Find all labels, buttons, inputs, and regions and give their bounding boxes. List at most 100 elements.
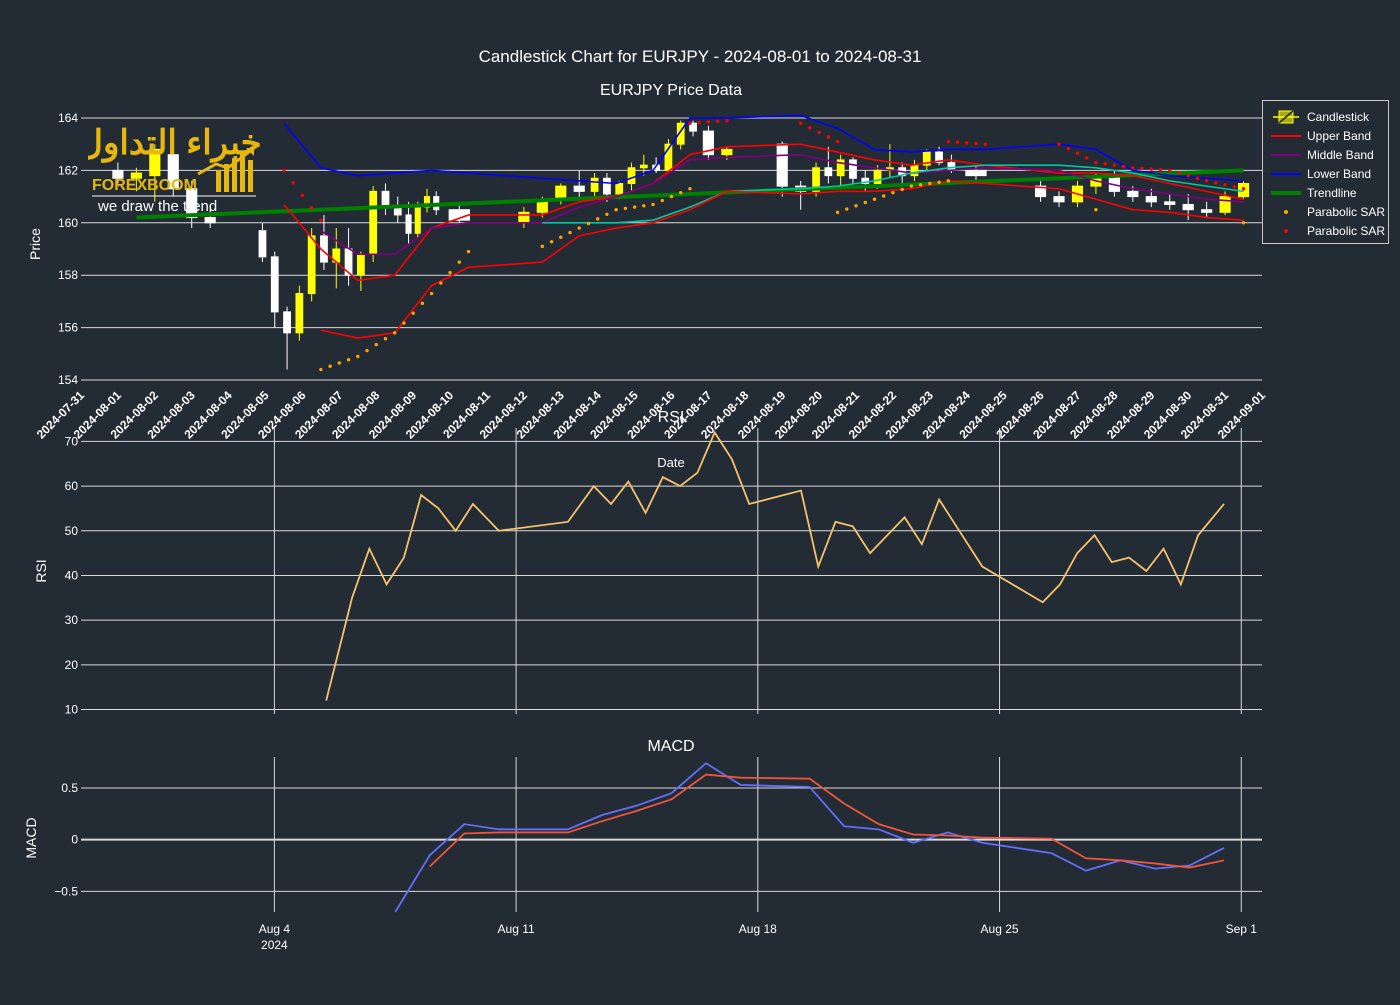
parabolic-sar-dot [1057, 142, 1061, 146]
parabolic-sar-dot [669, 194, 674, 199]
parabolic-sar-dot [937, 180, 941, 184]
candle-body [812, 167, 820, 192]
candle-body [1219, 196, 1231, 213]
legend-item-upper-band[interactable]: Upper Band [1271, 126, 1371, 145]
rsi-line [325, 430, 1225, 701]
candle-body [112, 169, 124, 179]
logo: خبراء التداول FOREXBOOM we draw the tren… [78, 108, 261, 216]
parabolic-sar-dot [863, 200, 867, 205]
svg-text:FOREXBOOM: FOREXBOOM [92, 177, 197, 194]
legend-label: Lower Band [1307, 166, 1372, 181]
ticks-layer: 1541561581601621642024-07-312024-08-0120… [34, 111, 1269, 952]
candle-body [283, 311, 291, 334]
candle-body [1182, 203, 1194, 211]
middle-band-line [320, 153, 1244, 256]
legend-item-trendline[interactable]: Trendline [1271, 183, 1357, 202]
parabolic-sar-dot [1075, 151, 1080, 156]
parabolic-sar-dot [1112, 163, 1117, 167]
parabolic-sar-dot [845, 207, 849, 211]
price-ytick-label: 158 [58, 268, 78, 282]
macd-xtick-label: Aug 11 [498, 922, 535, 936]
candle-body [1053, 196, 1065, 203]
candle-icon [1271, 109, 1301, 124]
candle-body [1201, 209, 1213, 213]
parabolic-sar-dot [595, 217, 600, 221]
macd-ytick-label: 0.5 [61, 781, 78, 795]
candle-body [1127, 190, 1139, 198]
trendline [136, 168, 1244, 220]
parabolic-sar-dot [632, 205, 637, 209]
parabolic-sar-dot [365, 348, 369, 353]
parabolic-sar-dot [586, 221, 591, 226]
ema-line [542, 164, 1244, 224]
line-icon [1271, 129, 1301, 143]
rsi-ytick-label: 60 [65, 479, 79, 493]
candle-body [258, 230, 267, 258]
rsi-ytick-label: 50 [65, 524, 79, 538]
parabolic-sar-dot [706, 120, 711, 124]
legend-label: Parabolic SAR [1307, 204, 1386, 219]
candle-body [664, 143, 673, 171]
candle-body [1034, 185, 1047, 198]
parabolic-sar-dot [660, 198, 664, 203]
price-ylabel: Price [27, 228, 43, 260]
legend-label: Trendline [1307, 185, 1357, 200]
price-ytick-label: 160 [58, 216, 78, 230]
legend-item-candlestick[interactable]: Candlestick [1271, 107, 1369, 126]
macd-line [394, 762, 1225, 913]
rsi-ytick-label: 10 [65, 703, 79, 717]
candle-body [149, 148, 161, 177]
parabolic-sar-dot [319, 367, 323, 372]
price-ytick-label: 156 [58, 321, 78, 335]
line-icon [1271, 186, 1301, 200]
parabolic-sar-dot [928, 181, 932, 186]
candle-body [590, 177, 599, 192]
candle-body [849, 159, 857, 179]
parabolic-sar-dot [725, 118, 729, 123]
macd-ytick-label: −0.5 [54, 884, 78, 898]
parabolic-sar-dot [679, 190, 683, 195]
candle-body [627, 167, 636, 184]
dot-icon [1271, 205, 1301, 219]
parabolic-sar-dot [872, 197, 877, 201]
macd-ylabel: MACD [23, 817, 39, 858]
candle-body [702, 130, 714, 156]
parabolic-sar-dot [448, 270, 452, 275]
candle-body [935, 151, 943, 164]
parabolic-sar-dot [309, 206, 314, 210]
candle-body [356, 253, 365, 276]
parabolic-sar-dot [1195, 176, 1200, 180]
candle-body [689, 122, 697, 132]
parabolic-sar-dot [1149, 167, 1153, 171]
parabolic-sar-dot [642, 204, 646, 208]
candle-body [615, 183, 624, 195]
parabolic-sar-dot [918, 183, 923, 187]
legend-item-lower-band[interactable]: Lower Band [1271, 164, 1371, 183]
candle-body [1164, 201, 1176, 205]
parabolic-sar-dot [697, 120, 701, 125]
parabolic-sar-dot [1158, 168, 1163, 172]
parabolic-sar-dot [808, 126, 812, 130]
price-ytick-label: 162 [58, 163, 78, 177]
parabolic-sar-dot [540, 244, 545, 249]
legend-item-parabolic-sar-down[interactable]: Parabolic SAR [1271, 221, 1385, 240]
legend-item-middle-band[interactable]: Middle Band [1271, 145, 1374, 164]
candle-body [910, 164, 919, 177]
parabolic-sar-dot [965, 141, 969, 145]
legend-item-parabolic-sar-up[interactable]: Parabolic SAR [1271, 202, 1385, 221]
price-panel-title: EURJPY Price Data [600, 82, 742, 99]
parabolic-sar-dot [826, 135, 831, 139]
macd-xtick-year: 2024 [261, 938, 288, 952]
parabolic-sar-dot [420, 301, 425, 306]
candle-body [922, 151, 931, 166]
parabolic-sar-dot [568, 230, 572, 235]
price-ytick-label: 154 [58, 373, 78, 387]
parabolic-sar-dot [1084, 156, 1089, 160]
parabolic-sar-dot [1241, 221, 1246, 225]
rsi-ylabel: RSI [33, 559, 49, 582]
parabolic-sar-dot [1066, 147, 1070, 151]
svg-text:we draw the trend: we draw the trend [97, 198, 217, 215]
candle-body [1145, 196, 1157, 203]
parabolic-sar-dot [1103, 162, 1107, 166]
